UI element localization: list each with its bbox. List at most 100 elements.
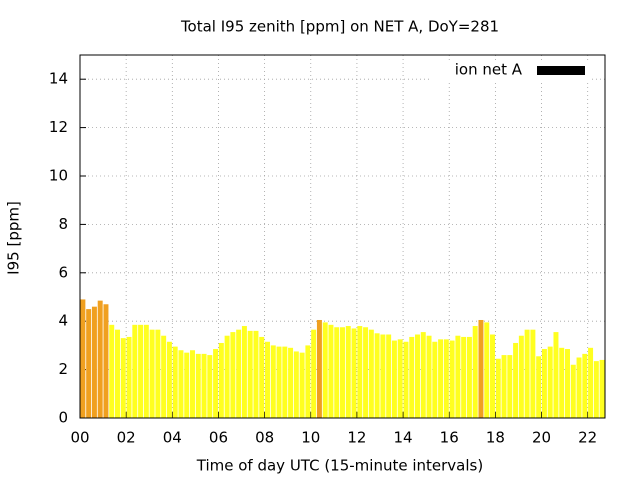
y-tick-label: 4 <box>58 312 68 330</box>
bar <box>224 335 230 418</box>
bar <box>380 334 386 418</box>
bar <box>109 324 115 418</box>
bar <box>472 326 478 418</box>
bar <box>270 345 276 418</box>
bar <box>334 327 340 418</box>
bar <box>195 353 201 418</box>
bar <box>588 347 594 418</box>
y-tick-label: 8 <box>58 215 68 233</box>
bar <box>484 322 490 418</box>
bar <box>155 329 161 418</box>
bar <box>409 336 415 418</box>
bar <box>547 346 553 418</box>
bar <box>541 349 547 418</box>
bar <box>282 346 288 418</box>
bar <box>166 341 172 418</box>
x-tick-label: 12 <box>347 429 366 447</box>
bar <box>524 329 530 418</box>
y-tick-label: 2 <box>58 360 68 378</box>
bar <box>368 329 374 418</box>
bar <box>415 334 420 418</box>
bar <box>288 347 294 418</box>
plot-frame <box>79 54 606 419</box>
bar <box>432 341 438 418</box>
y-tick-label: 0 <box>58 409 68 427</box>
bar <box>536 356 542 418</box>
bar <box>328 324 334 418</box>
bar <box>207 355 213 418</box>
bar <box>570 364 576 418</box>
bar <box>143 324 149 418</box>
bar <box>184 352 190 418</box>
bar <box>86 309 92 418</box>
bar <box>138 324 144 418</box>
y-tick-label: 14 <box>49 70 68 88</box>
bar <box>426 335 432 418</box>
bar <box>190 350 195 418</box>
bar <box>391 340 397 418</box>
bar <box>461 336 467 418</box>
x-tick-label: 10 <box>301 429 320 447</box>
bar <box>340 327 345 418</box>
bar <box>91 306 97 418</box>
bar <box>403 341 409 418</box>
bar <box>132 324 138 418</box>
chart-title: Total I95 zenith [ppm] on NET A, DoY=281 <box>180 18 499 36</box>
bar <box>149 329 155 418</box>
bar <box>276 346 282 418</box>
bar <box>593 361 599 418</box>
bar <box>466 336 472 418</box>
bar <box>161 335 167 418</box>
bar <box>316 319 322 418</box>
bar <box>559 347 565 418</box>
bar <box>501 355 507 418</box>
bar <box>374 333 380 418</box>
y-tick-label: 12 <box>49 118 68 136</box>
bar <box>513 342 519 418</box>
y-axis-label: I95 [ppm] <box>5 201 23 275</box>
bar <box>259 336 265 418</box>
bar <box>241 326 247 418</box>
bar <box>386 334 392 418</box>
bar <box>351 328 357 418</box>
bar <box>236 329 242 418</box>
x-tick-label: 22 <box>578 429 597 447</box>
bar <box>178 350 184 418</box>
bar <box>507 355 513 418</box>
bar <box>230 332 236 418</box>
bar <box>397 339 403 418</box>
bar <box>565 349 570 418</box>
bar <box>299 352 305 418</box>
bar <box>582 353 588 418</box>
bar <box>420 332 426 418</box>
bar <box>247 330 253 418</box>
bar <box>518 335 524 418</box>
bar <box>172 346 178 418</box>
x-tick-label: 04 <box>163 429 182 447</box>
bar <box>478 319 484 418</box>
bar <box>438 339 444 418</box>
bar <box>115 329 120 418</box>
x-tick-label: 00 <box>70 429 89 447</box>
bar <box>455 335 461 418</box>
x-tick-label: 14 <box>394 429 413 447</box>
x-tick-label: 06 <box>209 429 228 447</box>
bar <box>80 299 86 418</box>
bar <box>599 359 605 418</box>
bar <box>126 336 132 418</box>
bar <box>253 330 259 418</box>
x-tick-label: 20 <box>532 429 551 447</box>
x-tick-label: 16 <box>440 429 459 447</box>
y-tick-label: 10 <box>49 167 68 185</box>
bar <box>120 338 126 418</box>
x-tick-label: 02 <box>117 429 136 447</box>
bar <box>495 358 501 418</box>
bar <box>490 334 495 418</box>
bar <box>345 326 351 418</box>
bar <box>103 304 109 418</box>
bar <box>218 342 224 418</box>
bar <box>311 329 317 418</box>
bar <box>443 339 449 418</box>
bar <box>201 353 207 418</box>
